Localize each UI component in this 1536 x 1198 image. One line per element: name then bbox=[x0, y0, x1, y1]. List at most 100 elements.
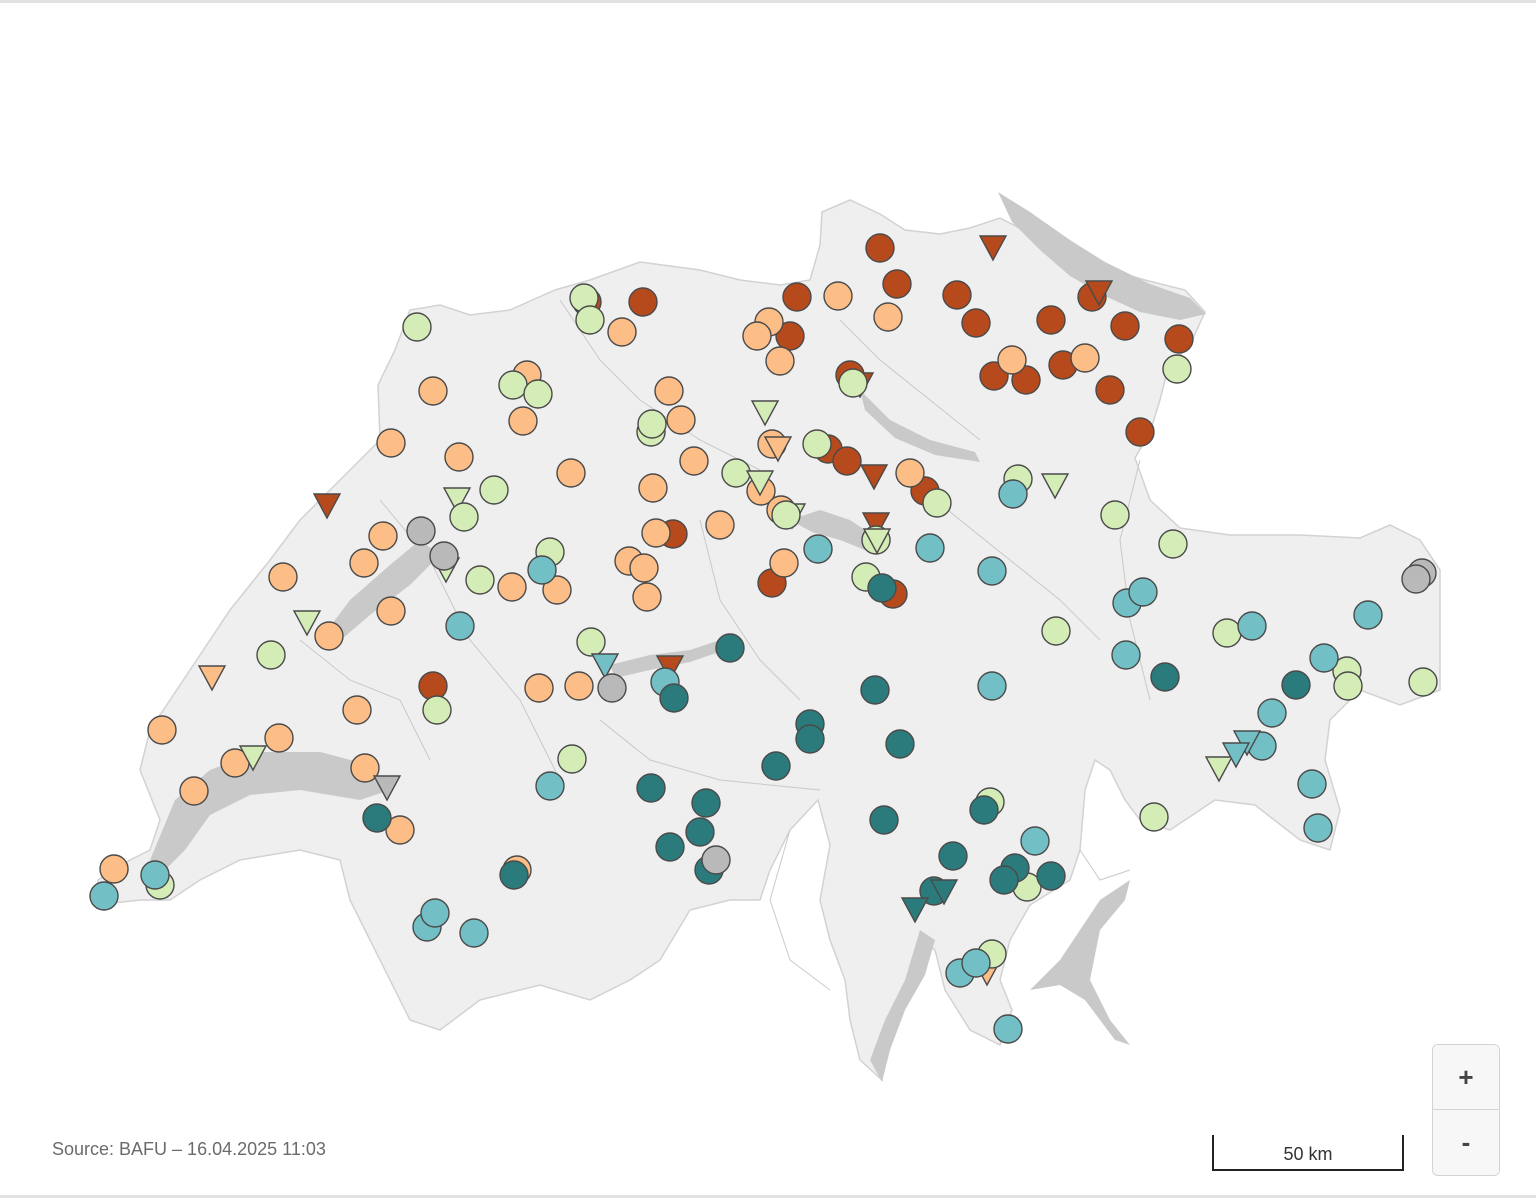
station-marker-circle[interactable] bbox=[362, 803, 392, 833]
station-marker-circle[interactable] bbox=[1333, 671, 1363, 701]
station-marker-circle[interactable] bbox=[1281, 670, 1311, 700]
station-marker-circle[interactable] bbox=[691, 788, 721, 818]
station-marker-circle[interactable] bbox=[775, 321, 805, 351]
station-marker-circle[interactable] bbox=[524, 673, 554, 703]
station-marker-circle[interactable] bbox=[977, 556, 1007, 586]
station-marker-circle[interactable] bbox=[264, 723, 294, 753]
station-marker-circle[interactable] bbox=[418, 671, 448, 701]
station-marker-circle[interactable] bbox=[636, 773, 666, 803]
station-marker-circle[interactable] bbox=[449, 502, 479, 532]
station-marker-circle[interactable] bbox=[873, 302, 903, 332]
station-marker-circle[interactable] bbox=[497, 572, 527, 602]
station-marker-circle[interactable] bbox=[535, 771, 565, 801]
station-marker-triangle[interactable] bbox=[929, 879, 959, 906]
zoom-in-button[interactable]: + bbox=[1433, 1045, 1499, 1109]
station-marker-circle[interactable] bbox=[368, 521, 398, 551]
station-marker-triangle[interactable] bbox=[900, 897, 930, 924]
station-marker-circle[interactable] bbox=[498, 370, 528, 400]
station-marker-circle[interactable] bbox=[1041, 616, 1071, 646]
station-marker-circle[interactable] bbox=[1125, 417, 1155, 447]
zoom-out-button[interactable]: - bbox=[1433, 1110, 1499, 1174]
station-marker-circle[interactable] bbox=[385, 815, 415, 845]
station-marker-circle[interactable] bbox=[998, 479, 1028, 509]
station-marker-circle[interactable] bbox=[977, 671, 1007, 701]
station-marker-circle[interactable] bbox=[922, 488, 952, 518]
station-marker-triangle[interactable] bbox=[1221, 742, 1251, 769]
station-marker-triangle[interactable] bbox=[745, 470, 775, 497]
station-marker-circle[interactable] bbox=[429, 541, 459, 571]
station-marker-triangle[interactable] bbox=[763, 436, 793, 463]
station-marker-circle[interactable] bbox=[465, 565, 495, 595]
station-marker-triangle[interactable] bbox=[292, 610, 322, 637]
station-marker-circle[interactable] bbox=[795, 724, 825, 754]
station-marker-circle[interactable] bbox=[1095, 375, 1125, 405]
station-marker-triangle[interactable] bbox=[861, 512, 891, 539]
station-marker-circle[interactable] bbox=[342, 695, 372, 725]
station-marker-triangle[interactable] bbox=[372, 775, 402, 802]
station-marker-circle[interactable] bbox=[865, 233, 895, 263]
station-marker-circle[interactable] bbox=[1212, 618, 1242, 648]
station-marker-circle[interactable] bbox=[969, 795, 999, 825]
station-marker-circle[interactable] bbox=[1237, 611, 1267, 641]
station-marker-circle[interactable] bbox=[641, 518, 671, 548]
station-marker-circle[interactable] bbox=[376, 428, 406, 458]
station-marker-circle[interactable] bbox=[376, 596, 406, 626]
station-marker-circle[interactable] bbox=[1128, 577, 1158, 607]
station-marker-triangle[interactable] bbox=[312, 493, 342, 520]
station-marker-circle[interactable] bbox=[1139, 802, 1169, 832]
station-marker-circle[interactable] bbox=[895, 458, 925, 488]
station-marker-circle[interactable] bbox=[1158, 529, 1188, 559]
station-marker-circle[interactable] bbox=[256, 640, 286, 670]
station-marker-circle[interactable] bbox=[445, 611, 475, 641]
station-marker-circle[interactable] bbox=[803, 534, 833, 564]
station-marker-circle[interactable] bbox=[637, 409, 667, 439]
station-marker-circle[interactable] bbox=[1036, 305, 1066, 335]
station-marker-circle[interactable] bbox=[268, 562, 298, 592]
station-marker-triangle[interactable] bbox=[442, 487, 472, 514]
station-marker-circle[interactable] bbox=[523, 379, 553, 409]
station-marker-circle[interactable] bbox=[742, 321, 772, 351]
station-marker-circle[interactable] bbox=[765, 346, 795, 376]
station-marker-triangle[interactable] bbox=[859, 464, 889, 491]
station-marker-circle[interactable] bbox=[597, 673, 627, 703]
station-marker-circle[interactable] bbox=[459, 918, 489, 948]
station-marker-circle[interactable] bbox=[638, 473, 668, 503]
station-marker-circle[interactable] bbox=[1070, 343, 1100, 373]
station-marker-circle[interactable] bbox=[654, 376, 684, 406]
station-marker-circle[interactable] bbox=[1297, 769, 1327, 799]
station-marker-circle[interactable] bbox=[997, 345, 1027, 375]
station-marker-circle[interactable] bbox=[989, 865, 1019, 895]
station-marker-circle[interactable] bbox=[1100, 500, 1130, 530]
station-marker-triangle[interactable] bbox=[862, 528, 892, 555]
station-marker-circle[interactable] bbox=[860, 675, 890, 705]
station-marker-triangle[interactable] bbox=[1204, 756, 1234, 783]
station-marker-circle[interactable] bbox=[715, 633, 745, 663]
station-marker-triangle[interactable] bbox=[1084, 280, 1114, 307]
station-marker-circle[interactable] bbox=[350, 753, 380, 783]
station-marker-circle[interactable] bbox=[823, 281, 853, 311]
station-marker-circle[interactable] bbox=[938, 841, 968, 871]
station-marker-circle[interactable] bbox=[1110, 311, 1140, 341]
station-marker-circle[interactable] bbox=[993, 1014, 1023, 1044]
station-marker-circle[interactable] bbox=[655, 832, 685, 862]
station-marker-triangle[interactable] bbox=[750, 400, 780, 427]
station-marker-circle[interactable] bbox=[869, 805, 899, 835]
station-marker-circle[interactable] bbox=[832, 446, 862, 476]
station-marker-circle[interactable] bbox=[802, 429, 832, 459]
station-marker-circle[interactable] bbox=[632, 582, 662, 612]
station-marker-circle[interactable] bbox=[629, 553, 659, 583]
station-marker-circle[interactable] bbox=[679, 446, 709, 476]
station-marker-circle[interactable] bbox=[705, 510, 735, 540]
station-marker-circle[interactable] bbox=[685, 817, 715, 847]
station-marker-circle[interactable] bbox=[479, 475, 509, 505]
station-marker-circle[interactable] bbox=[420, 898, 450, 928]
station-marker-circle[interactable] bbox=[89, 881, 119, 911]
station-marker-circle[interactable] bbox=[1162, 354, 1192, 384]
station-marker-circle[interactable] bbox=[1111, 640, 1141, 670]
station-marker-circle[interactable] bbox=[314, 621, 344, 651]
station-marker-circle[interactable] bbox=[576, 627, 606, 657]
station-marker-circle[interactable] bbox=[838, 368, 868, 398]
station-marker-circle[interactable] bbox=[99, 854, 129, 884]
station-marker-circle[interactable] bbox=[1020, 826, 1050, 856]
